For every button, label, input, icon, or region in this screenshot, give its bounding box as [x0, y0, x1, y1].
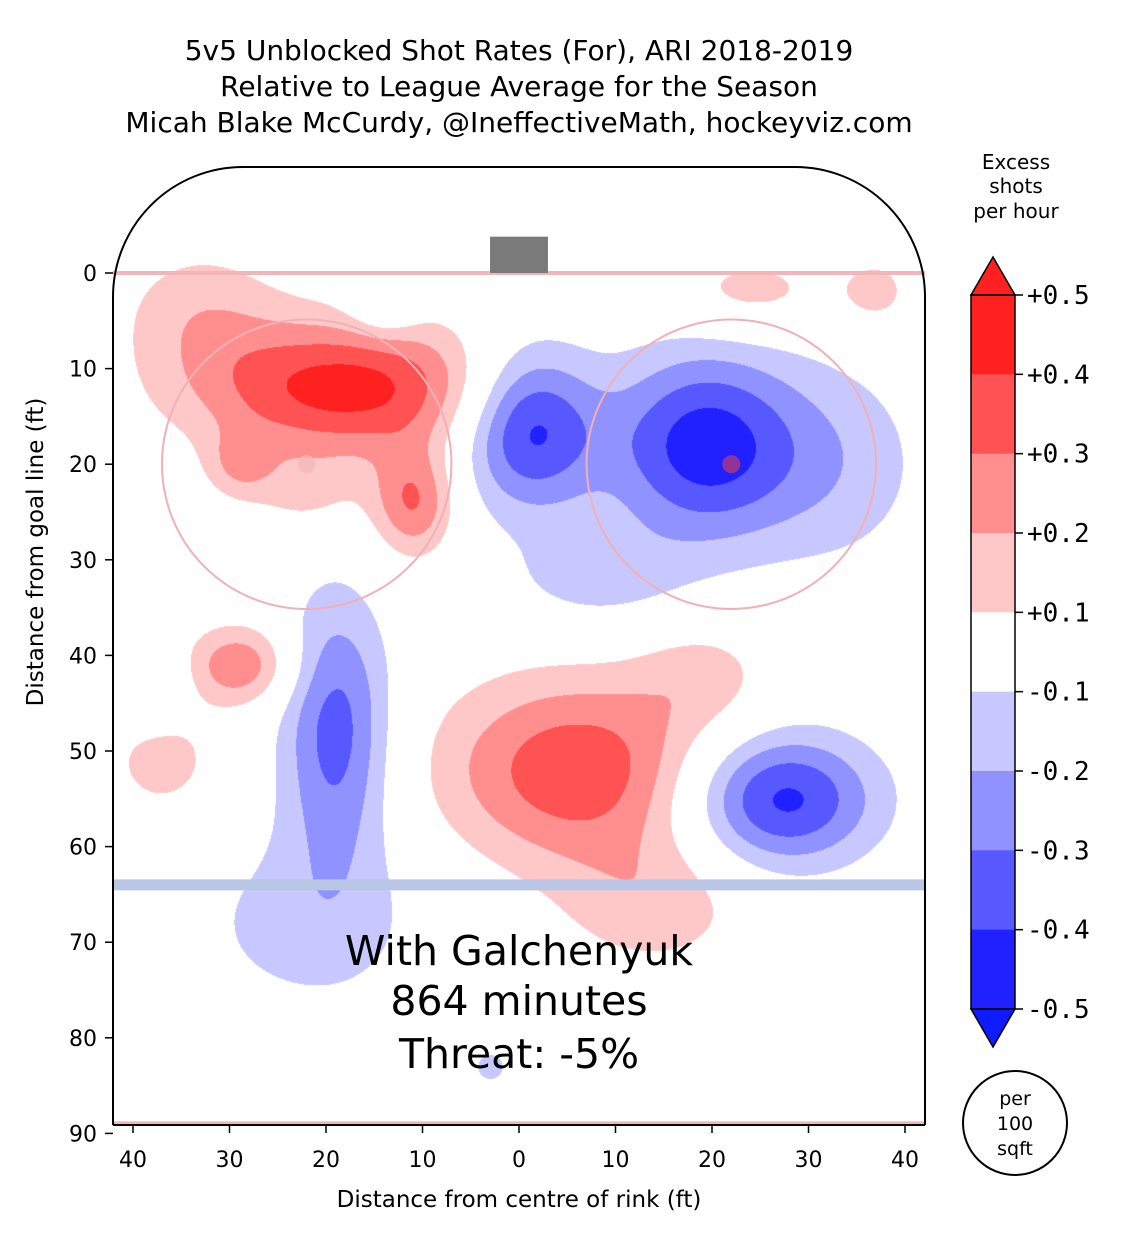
- colorbar-tick-label: -0.1: [1027, 678, 1090, 708]
- x-tick-label: 40: [891, 1148, 919, 1173]
- y-tick-label: 40: [69, 644, 97, 669]
- colorbar-band: [971, 929, 1015, 1010]
- unit-badge-line-2: 100: [997, 1113, 1033, 1135]
- colorbar-band: [971, 374, 1015, 455]
- x-tick-label: 10: [602, 1148, 630, 1173]
- unit-badge-line-1: per: [999, 1088, 1031, 1110]
- annotation-player: With Galchenyuk: [345, 927, 693, 975]
- annotation-minutes: 864 minutes: [390, 977, 647, 1025]
- faceoff-dot-left: [297, 455, 316, 474]
- unit-badge: [962, 1070, 1068, 1176]
- colorbar-tick-label: +0.2: [1027, 519, 1090, 549]
- faceoff-circle-right: [585, 318, 878, 610]
- colorbar-tick-label: +0.1: [1027, 598, 1090, 628]
- y-tick-label: 90: [69, 1122, 97, 1147]
- x-tick-label: 30: [216, 1148, 244, 1173]
- x-tick-label: 40: [119, 1148, 147, 1173]
- axes: 40 30 20 10 0 10 20 30 40 0 10 20 30 40 50 60 70 80 90: [69, 262, 925, 1173]
- colorbar-band: [971, 453, 1015, 534]
- colorbar-frame: [970, 294, 1016, 1010]
- y-tick-label: 50: [69, 740, 97, 765]
- colorbar-band: [971, 612, 1015, 693]
- chart-title-line-2: Relative to League Average for the Seaso…: [220, 70, 818, 103]
- chart-title-line-1: 5v5 Unblocked Shot Rates (For), ARI 2018…: [185, 34, 854, 67]
- colorbar-title-line-2: shots: [989, 174, 1043, 198]
- colorbar-tick-label: -0.2: [1027, 757, 1090, 787]
- colorbar-band: [971, 850, 1015, 931]
- colorbar-tick-label: -0.3: [1027, 836, 1090, 866]
- colorbar-title-line-3: per hour: [973, 199, 1059, 223]
- x-tick-label: 30: [795, 1148, 823, 1173]
- colorbar-band: [971, 771, 1015, 851]
- x-tick-label: 20: [312, 1148, 340, 1173]
- colorbar-tick-label: +0.4: [1027, 360, 1090, 390]
- y-tick-label: 20: [69, 453, 97, 478]
- colorbar: +0.5 +0.4 +0.3 +0.2 +0.1 -0.1 -0.2 -0.3 -0.4 -0.5: [969, 255, 1090, 1049]
- y-tick-label: 30: [69, 549, 97, 574]
- unit-badge-line-3: sqft: [997, 1138, 1033, 1160]
- chart-title-line-3: Micah Blake McCurdy, @IneffectiveMath, h…: [125, 106, 912, 139]
- heatmap-layer: [113, 167, 925, 1125]
- heatmap-image: [113, 167, 925, 1125]
- colorbar-tick-label: -0.5: [1027, 995, 1090, 1025]
- colorbar-tick-label: +0.5: [1027, 281, 1090, 311]
- y-tick-label: 80: [69, 1027, 97, 1052]
- colorbar-extend-bottom: [969, 1008, 1017, 1049]
- rink-markings: [113, 236, 925, 1125]
- faceoff-dot-right: [722, 455, 741, 474]
- x-tick-label: 10: [409, 1148, 437, 1173]
- colorbar-band: [971, 691, 1015, 772]
- x-tick-label: 0: [512, 1148, 526, 1173]
- x-tick-label: 20: [698, 1148, 726, 1173]
- y-axis-label: Distance from goal line (ft): [23, 398, 49, 707]
- y-tick-label: 70: [69, 931, 97, 956]
- faceoff-circle-left: [160, 318, 453, 610]
- colorbar-extend-top: [969, 255, 1017, 296]
- goal-net: [490, 236, 548, 273]
- colorbar-band: [971, 533, 1015, 613]
- colorbar-tick-label: -0.4: [1027, 916, 1090, 946]
- annotation-threat: Threat: -5%: [398, 1030, 639, 1078]
- rink-boards: [112, 166, 926, 1125]
- y-tick-label: 60: [69, 836, 97, 861]
- colorbar-tick-label: +0.3: [1027, 440, 1090, 470]
- colorbar-band: [971, 295, 1015, 375]
- y-tick-label: 10: [69, 358, 97, 383]
- x-axis-label: Distance from centre of rink (ft): [337, 1187, 702, 1213]
- y-tick-label: 0: [83, 262, 97, 287]
- colorbar-title-line-1: Excess: [982, 150, 1050, 174]
